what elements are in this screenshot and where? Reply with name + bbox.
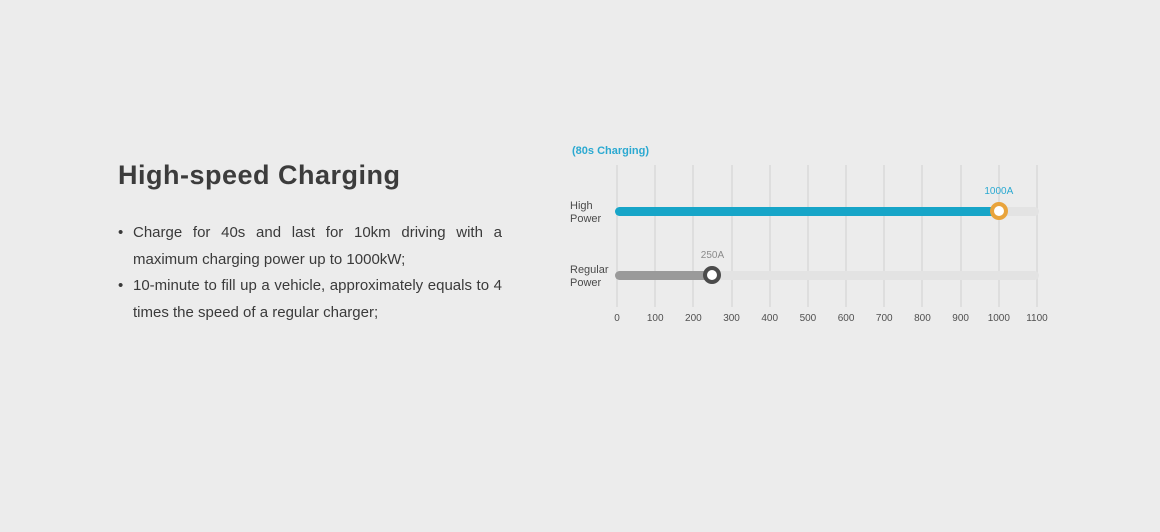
bar-marker — [989, 202, 1008, 220]
chart-block: (80s Charging) 0 100 200 300 400 500 600 700 800… — [568, 143, 1054, 335]
axis-tick-label: 100 — [646, 313, 664, 324]
bar-fill — [615, 270, 715, 280]
gridline — [921, 165, 924, 307]
gridline — [959, 165, 962, 307]
axis-tick-label: 800 — [914, 313, 931, 324]
axis-tick-label: 0 — [614, 313, 620, 324]
axis-tick-label: 700 — [875, 313, 893, 324]
gridline — [730, 165, 733, 307]
bar-chart: 0 100 200 300 400 500 600 700 800 900 1000 1100 High… — [570, 165, 1048, 324]
bar-marker — [703, 266, 722, 284]
bullet-item-charging-power: Charge for 40s and last for 10km driving… — [118, 220, 502, 273]
gridline — [845, 165, 848, 307]
text-block: High-speed Charging Charge for 40s and l… — [118, 160, 502, 326]
axis-tick-label: 500 — [799, 313, 817, 324]
gridline — [654, 165, 657, 307]
gridline — [692, 165, 695, 307]
bar-fill — [615, 206, 1001, 216]
gridline — [616, 165, 618, 307]
category-label: Regular Power — [570, 264, 609, 289]
axis-tick-label: 200 — [685, 313, 702, 324]
axis-tick-label: 400 — [761, 313, 779, 324]
chart-subtitle: (80s Charging) — [572, 145, 650, 157]
axis-tick-label: 1000 — [987, 313, 1010, 324]
axis-tick-label: 300 — [723, 313, 740, 324]
page-title: High-speed Charging — [118, 160, 401, 190]
bar-value-label: 250A — [700, 250, 725, 261]
axis-tick-label: 900 — [952, 313, 969, 324]
gridline — [883, 165, 886, 307]
axis-tick-label: 1100 — [1026, 313, 1048, 324]
bar-track — [615, 270, 1039, 280]
gridline — [806, 165, 809, 307]
gridline — [1036, 165, 1038, 307]
bullet-item-fill-up-speed: 10-minute to fill up a vehicle, approxim… — [118, 273, 502, 326]
gridline — [997, 165, 1000, 307]
category-label: High Power — [570, 200, 602, 225]
gridline — [768, 165, 771, 307]
axis-tick-label: 600 — [837, 313, 855, 324]
bullet-list: Charge for 40s and last for 10km driving… — [118, 220, 502, 326]
bar-value-label: 1000A — [984, 186, 1014, 197]
